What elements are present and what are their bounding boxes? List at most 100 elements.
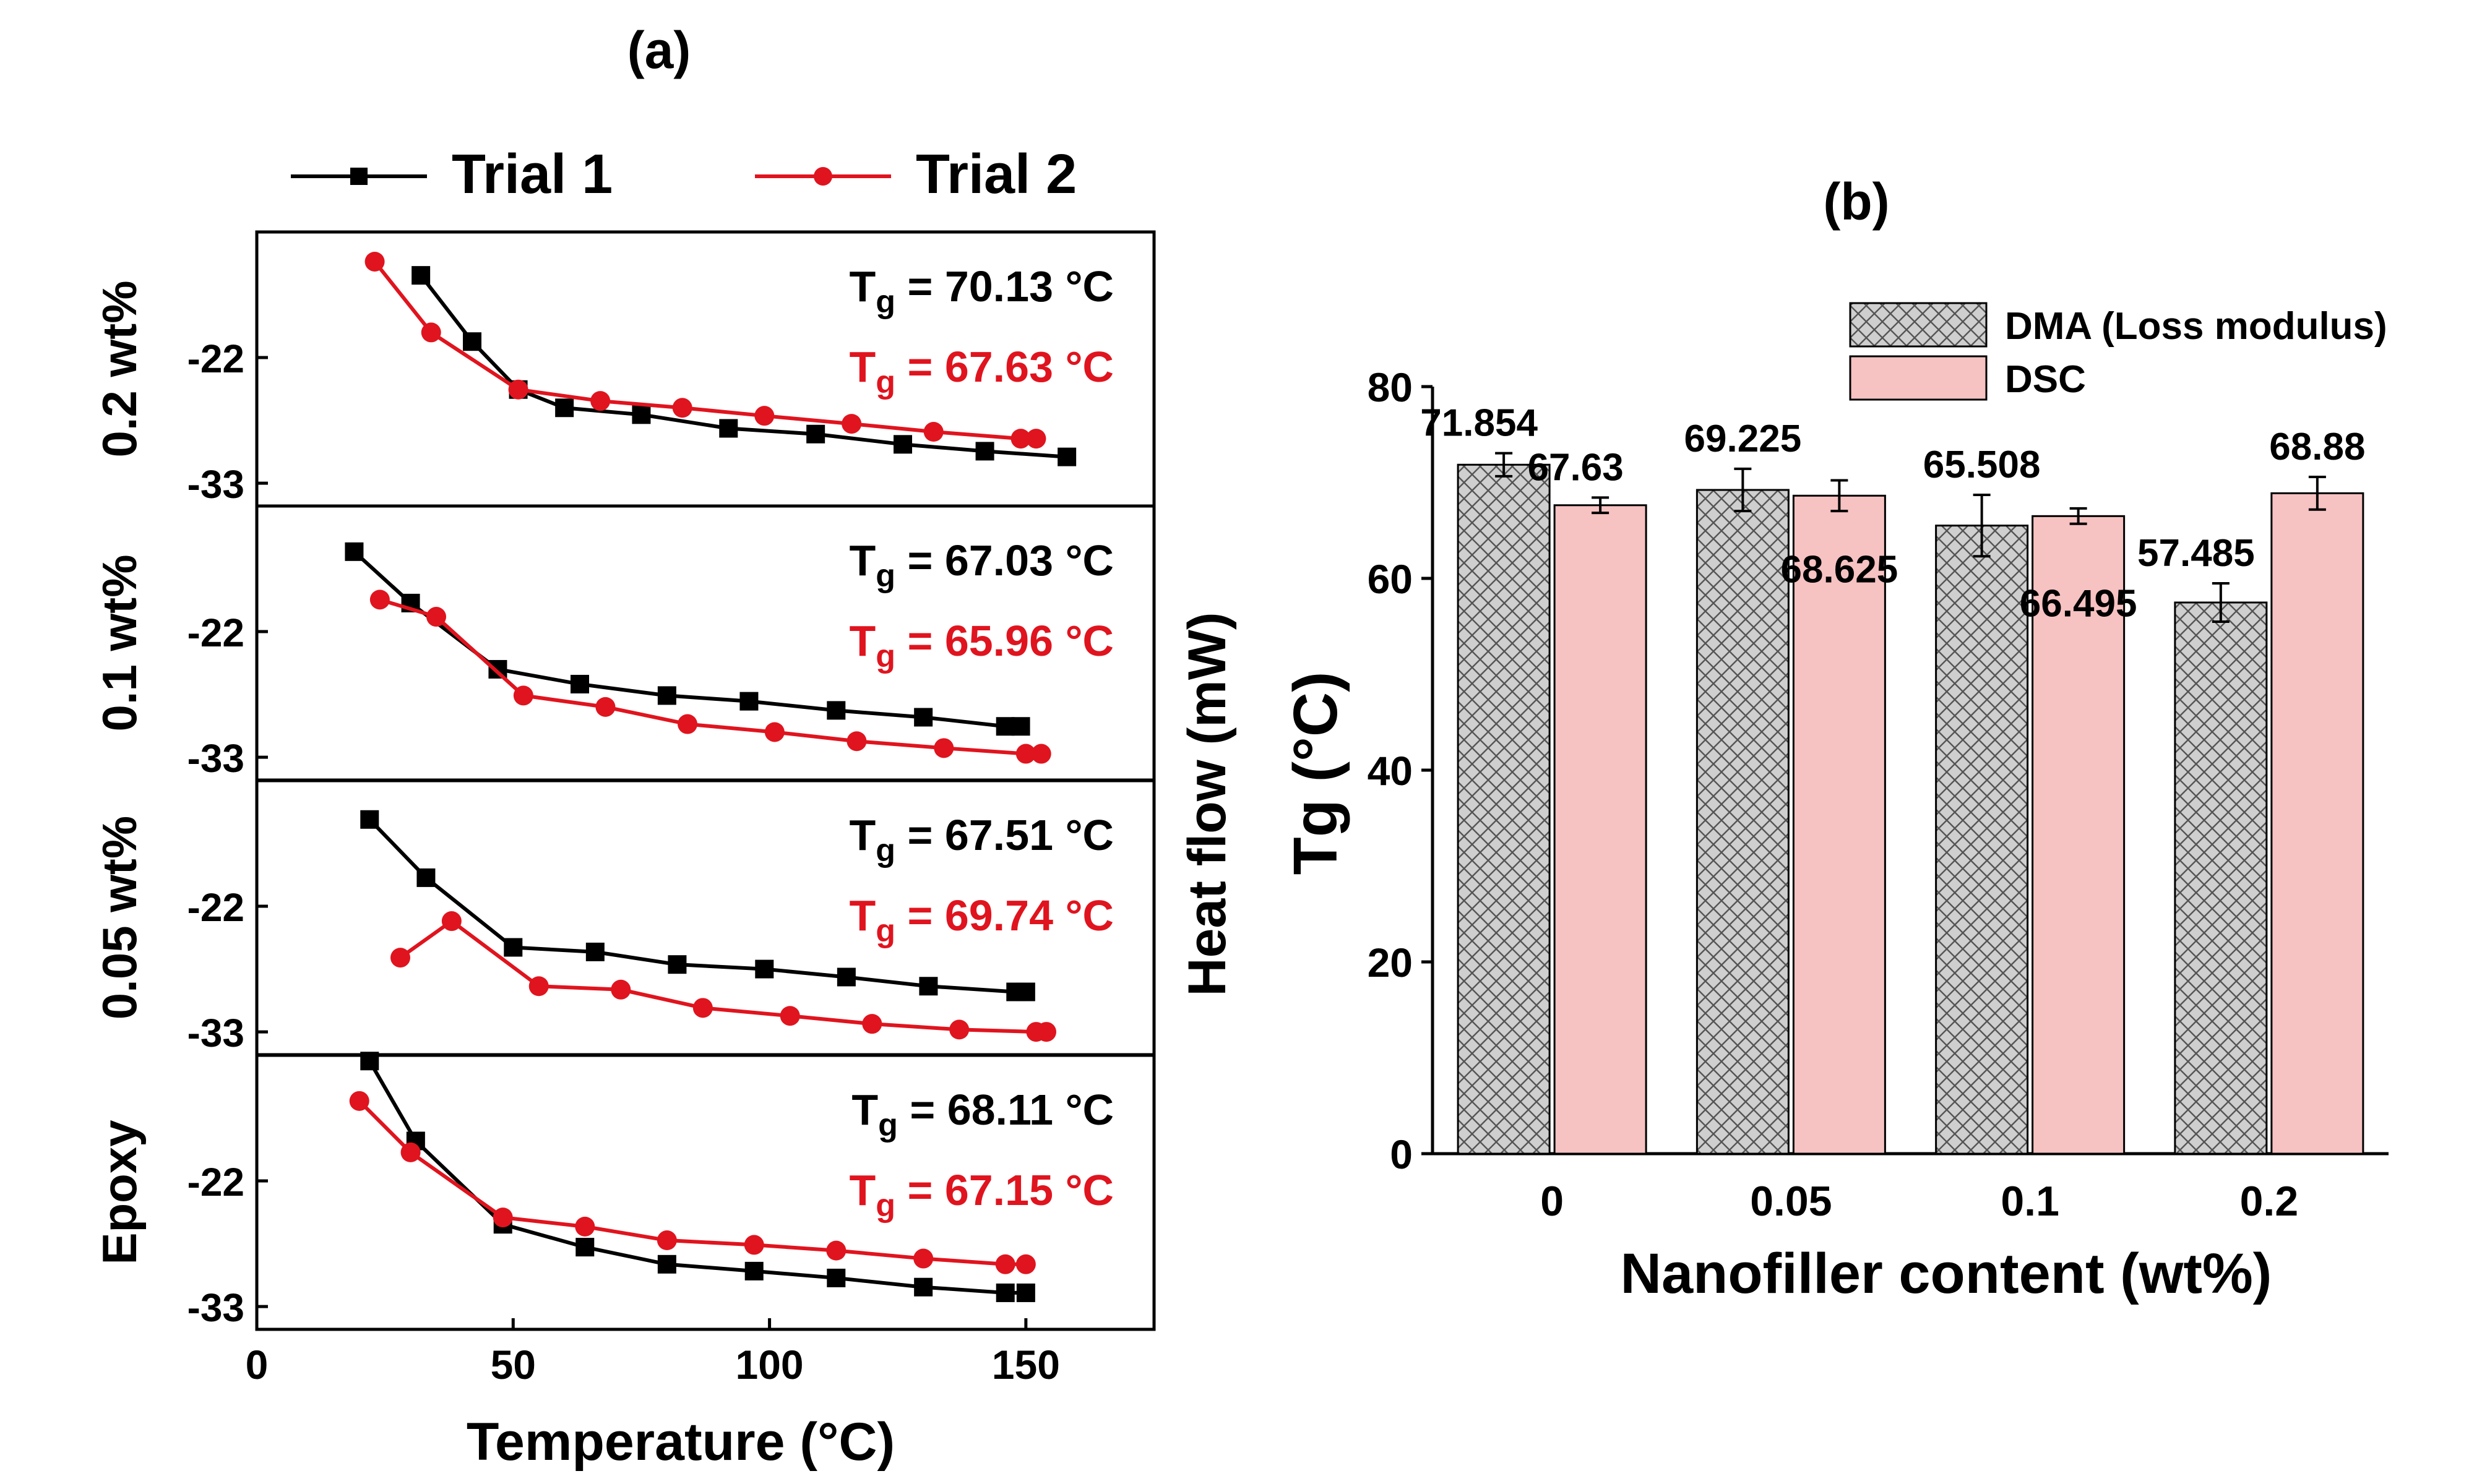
data-point [847,731,867,752]
data-point [719,419,738,438]
panel-a: (a) Trial 1 Trial 2 -22 -33 0.2 wt% Tg = 70.… [92,21,1237,1472]
bar-value-label: 65.508 [1923,444,2041,486]
panel-b-x-axis-label: Nanofiller content (wt%) [1621,1242,2272,1305]
panel-a-y-axis-label: Heat flow (mW) [1178,612,1237,996]
bar-dma [1696,489,1790,1155]
data-point [585,942,605,961]
panel-a-legend: Trial 1 Trial 2 [291,144,1077,205]
subpanel-name: Epoxy [92,1120,147,1264]
bar-dsc [2270,492,2364,1155]
y-tick-label: 20 [1368,940,1413,985]
data-point [827,1268,846,1287]
data-point [360,810,379,829]
data-point [590,391,611,411]
x-tick-label: 150 [992,1342,1060,1387]
data-point [692,998,713,1018]
bar-dma [1935,525,2029,1155]
y-tick-label: 80 [1368,364,1413,410]
series-line-trial-2 [373,260,1036,441]
data-point [894,435,912,454]
bar-value-label: 71.854 [1420,402,1538,445]
data-point [780,1006,800,1026]
subpanel-0p2-wtpct: -22 -33 0.2 wt% Tg = 70.13 °C Tg = 67.63 °C [92,230,1156,508]
panel-b-y-axis-label: Tg (°C) [1281,672,1350,875]
legend-label: Trial 1 [452,144,613,205]
legend-item-dma: DMA (Loss modulus) [1849,302,2387,348]
x-tick-label: 100 [736,1342,804,1387]
data-point [1015,744,1036,764]
data-point [1036,1022,1056,1042]
data-point [837,967,856,987]
legend-swatch [1849,302,1988,348]
series-line-trial-1 [368,818,1026,994]
x-tick-label: 0.1 [2001,1178,2059,1225]
panel-a-plots: -22-330.2 wt% Tg = 70.13 °CTg = 67.63 °C-… [92,230,1156,1331]
bar-dma [1457,463,1551,1155]
subpanel-0p1-wtpct: -22 -33 0.1 wt% Tg = 67.03 °C Tg = 65.96 °C [92,504,1156,782]
bar-dsc [2032,515,2126,1155]
bar-group-0p05: 69.225 68.625 0.05 [1684,418,1898,1225]
x-tick-label: 50 [491,1342,536,1387]
data-point [571,674,589,693]
data-point [595,697,616,717]
x-tick-label: 0 [246,1342,269,1387]
x-tick-label: 0.05 [1750,1178,1832,1225]
y-tick-label: -22 [187,611,245,655]
x-tick-label: 0 [1540,1178,1564,1225]
data-point [421,322,441,343]
y-tick-label: -22 [187,1160,245,1204]
y-tick-label: -22 [187,337,245,381]
y-tick-label: 60 [1368,556,1413,602]
data-point [744,1261,764,1280]
x-tick-label: 0.2 [2240,1178,2299,1225]
panel-b-legend: DMA (Loss modulus) DSC [1849,302,2387,401]
series-line-trial-1 [419,274,1067,459]
y-tick-label: -33 [187,736,245,781]
data-point [739,692,759,711]
data-point [369,590,390,610]
data-point [463,332,481,351]
bar-value-label: 66.495 [2020,583,2137,625]
data-point [1011,717,1030,736]
tg-annotation: Tg = 67.63 °C [850,343,1114,400]
data-point [668,955,687,974]
data-point [995,1254,1015,1274]
data-point [657,1255,676,1274]
subpanel-0p05-wtpct: -22 -33 0.05 wt% Tg = 67.51 °C Tg = 69.74 °C [92,779,1156,1057]
series-line-trial-1 [353,550,1021,729]
data-point [1031,744,1051,764]
bar-dsc [1553,504,1647,1155]
data-point [390,948,410,968]
data-point [426,607,446,627]
data-point [827,701,846,720]
y-tick-label: 40 [1368,748,1413,794]
series-line-trial-1 [368,1060,1026,1295]
bar-group-0p1: 65.508 66.495 0.1 [1923,444,2137,1225]
legend-label: Trial 2 [916,144,1077,205]
panel-a-label: (a) [627,21,691,79]
data-point [345,542,364,561]
data-point [1058,447,1077,466]
subpanel-name: 0.2 wt% [92,280,147,457]
data-point [412,266,431,285]
y-tick-label: -22 [187,885,245,930]
data-point [862,1014,882,1034]
data-point [914,1277,933,1297]
data-point [1026,429,1046,449]
legend-item-trial-1: Trial 1 [291,144,613,205]
bar-dsc [1792,494,1886,1155]
bar-group-0p2: 57.485 68.88 0.2 [2137,426,2365,1225]
data-point [555,398,574,418]
tg-annotation: Tg = 67.03 °C [850,536,1114,594]
data-point [632,405,651,424]
bar-value-label: 67.63 [1528,446,1624,489]
legend-label: DMA (Loss modulus) [2005,305,2387,348]
data-point [923,422,944,442]
data-point [826,1240,847,1261]
series-line-trial-2 [399,919,1046,1034]
bar-dma [2174,601,2268,1155]
subpanel-name: 0.1 wt% [92,554,147,731]
y-tick-label: -33 [187,462,245,507]
